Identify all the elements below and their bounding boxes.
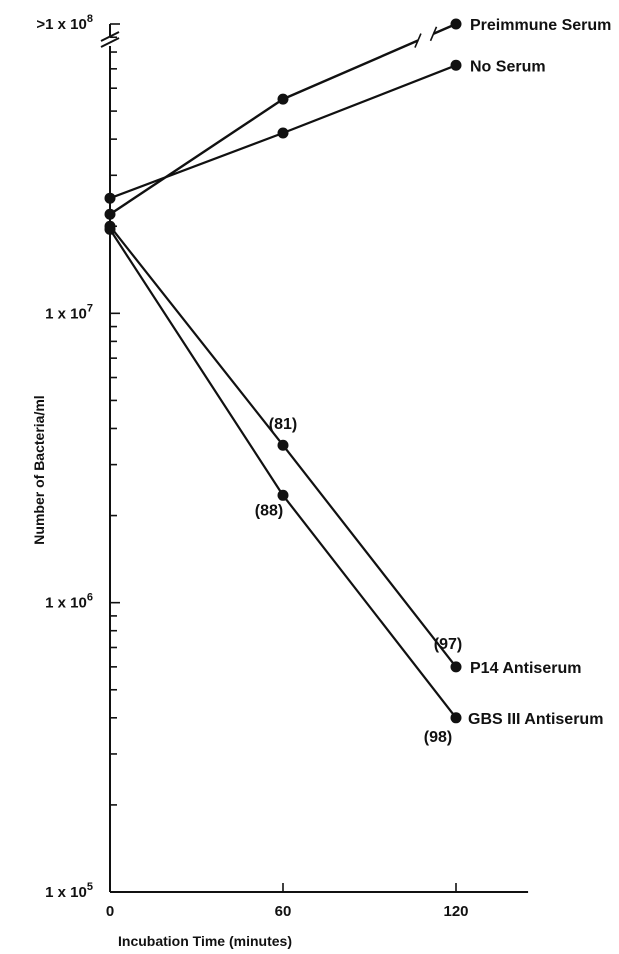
series-no-serum: [104, 59, 462, 204]
y-axis-break-mark: [100, 37, 120, 48]
y-tick-label: >1 x 108: [36, 13, 93, 33]
series-label: GBS III Antiserum: [468, 711, 603, 728]
point-annotation: (88): [255, 502, 283, 519]
series-break-mark: [414, 33, 422, 48]
series-label: Preimmune Serum: [470, 17, 611, 34]
y-tick-label: 1 x 107: [45, 302, 93, 322]
data-point: [277, 439, 289, 451]
label-group: Preimmune Serum No Serum P14 Antiserum (81)…: [255, 17, 612, 746]
series-p14-antiserum: [104, 220, 462, 673]
data-point: [450, 712, 462, 724]
data-point: [277, 93, 289, 105]
series-group: [104, 18, 462, 724]
series-preimmune-serum: [104, 18, 462, 220]
series-label: P14 Antiserum: [470, 660, 581, 677]
series-line: [282, 39, 419, 101]
data-point: [277, 127, 289, 139]
x-axis-title: Incubation Time (minutes): [118, 933, 292, 949]
data-point: [277, 489, 289, 501]
data-point: [450, 18, 462, 30]
y-tick-label: 1 x 106: [45, 592, 93, 612]
series-gbs-iii-antiserum: [104, 223, 462, 724]
y-tick-label: 1 x 105: [45, 881, 93, 901]
point-annotation: (97): [434, 636, 462, 653]
x-tick-label: 120: [443, 903, 468, 920]
data-point: [104, 208, 116, 220]
point-annotation: (98): [424, 729, 452, 746]
data-point: [450, 661, 462, 673]
data-point: [104, 192, 116, 204]
y-axis-title: Number of Bacteria/ml: [31, 395, 47, 544]
x-tick-label: 0: [106, 903, 114, 920]
axes: 0 60 120 1 x 105 1 x 106 1 x 107 >1 x 108: [36, 13, 529, 920]
series-line: [109, 98, 284, 216]
series-line: [109, 228, 457, 719]
series-label: No Serum: [470, 58, 546, 75]
x-tick-label: 60: [275, 903, 292, 920]
data-point: [104, 223, 116, 235]
data-point: [450, 59, 462, 71]
series-break-mark: [429, 26, 438, 42]
point-annotation: (81): [269, 416, 297, 433]
